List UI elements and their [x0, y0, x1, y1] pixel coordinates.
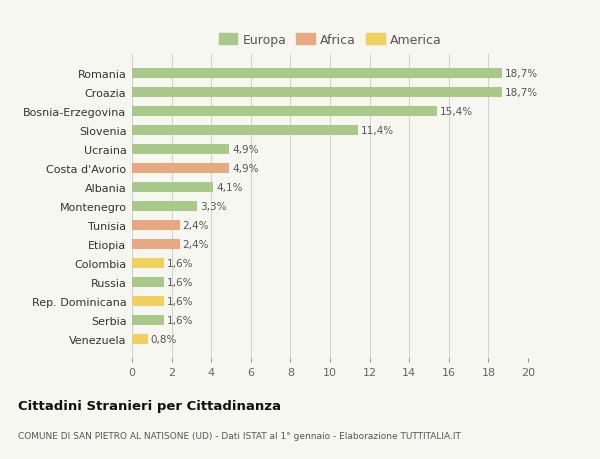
- Bar: [132, 277, 164, 287]
- Bar: [132, 69, 502, 79]
- Bar: [132, 258, 164, 269]
- Bar: [132, 163, 229, 174]
- Bar: [132, 239, 179, 250]
- Text: 1,6%: 1,6%: [167, 296, 193, 306]
- Text: 18,7%: 18,7%: [505, 88, 538, 98]
- Text: 3,3%: 3,3%: [200, 202, 227, 212]
- Text: 0,8%: 0,8%: [151, 334, 177, 344]
- Text: 15,4%: 15,4%: [440, 107, 473, 117]
- Bar: [132, 220, 179, 231]
- Text: COMUNE DI SAN PIETRO AL NATISONE (UD) - Dati ISTAT al 1° gennaio - Elaborazione : COMUNE DI SAN PIETRO AL NATISONE (UD) - …: [18, 431, 461, 441]
- Bar: [132, 182, 213, 193]
- Text: 11,4%: 11,4%: [361, 126, 394, 136]
- Bar: [132, 88, 502, 98]
- Text: 18,7%: 18,7%: [505, 69, 538, 79]
- Text: 1,6%: 1,6%: [167, 258, 193, 269]
- Text: 4,9%: 4,9%: [232, 164, 259, 174]
- Text: 4,1%: 4,1%: [216, 183, 242, 193]
- Text: 4,9%: 4,9%: [232, 145, 259, 155]
- Text: 2,4%: 2,4%: [182, 240, 209, 249]
- Bar: [132, 106, 437, 117]
- Legend: Europa, Africa, America: Europa, Africa, America: [216, 31, 444, 49]
- Bar: [132, 202, 197, 212]
- Text: 2,4%: 2,4%: [182, 220, 209, 230]
- Text: Cittadini Stranieri per Cittadinanza: Cittadini Stranieri per Cittadinanza: [18, 399, 281, 412]
- Text: 1,6%: 1,6%: [167, 315, 193, 325]
- Text: 1,6%: 1,6%: [167, 277, 193, 287]
- Bar: [132, 296, 164, 307]
- Bar: [132, 145, 229, 155]
- Bar: [132, 126, 358, 136]
- Bar: [132, 315, 164, 325]
- Bar: [132, 334, 148, 344]
